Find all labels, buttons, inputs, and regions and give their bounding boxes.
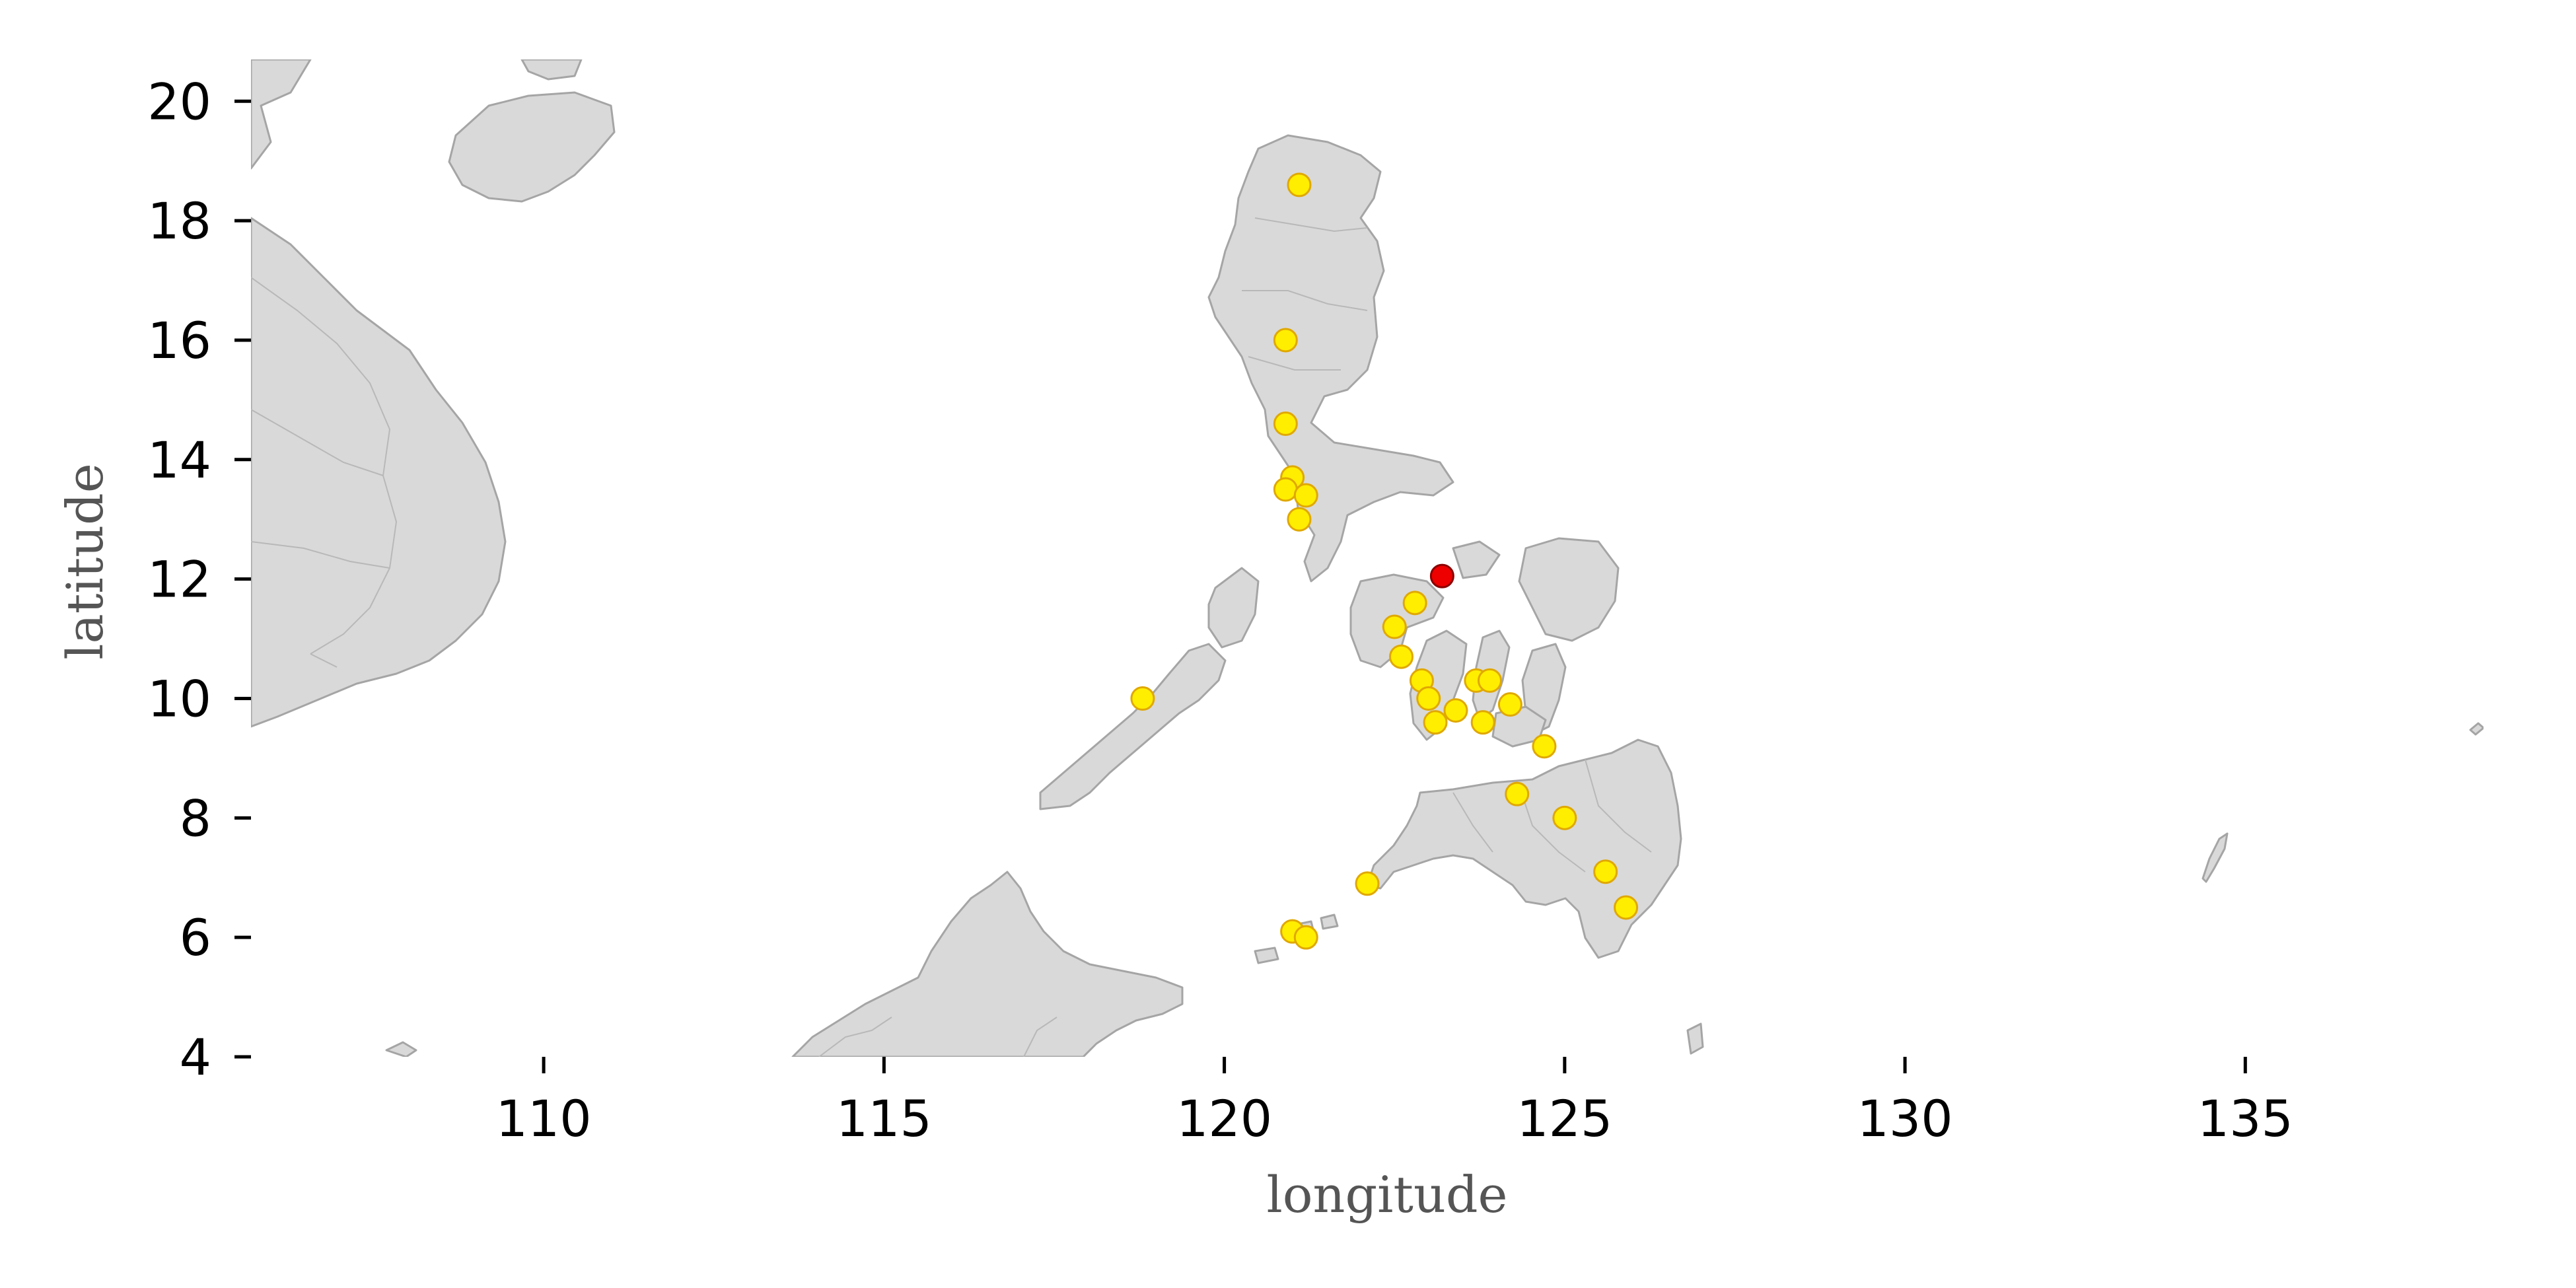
y-tick-label: 8 — [180, 789, 211, 847]
data-point — [1293, 925, 1318, 950]
data-point — [1505, 781, 1530, 806]
x-axis-label: longitude — [1266, 1165, 1507, 1224]
data-point — [1273, 411, 1298, 437]
data-point — [1130, 686, 1155, 711]
data-point — [1614, 895, 1639, 920]
landmass-mindanao — [1366, 738, 1682, 959]
data-point — [1389, 644, 1414, 669]
x-tick-label: 135 — [2198, 1089, 2293, 1148]
landmass-mainland-china-coast — [520, 59, 583, 81]
landmass-luzon — [1207, 134, 1454, 583]
landmass-mindoro — [1207, 567, 1260, 649]
y-axis: 4 6 8 10 12 14 16 18 20 — [147, 72, 251, 1087]
x-tick-label: 130 — [1857, 1089, 1953, 1148]
data-point — [1470, 710, 1495, 735]
highlighted-data-point — [1429, 563, 1454, 589]
y-axis-label: latitude — [55, 463, 114, 660]
points-layer — [1130, 172, 1639, 950]
data-point — [1273, 328, 1298, 353]
x-tick-label: 125 — [1517, 1089, 1612, 1148]
data-point — [1552, 805, 1577, 830]
y-tick-label: 20 — [147, 72, 211, 131]
data-point — [1287, 172, 1312, 197]
data-point — [1416, 686, 1441, 711]
landmass-borneo — [791, 871, 1184, 1057]
landmass-hainan — [448, 91, 616, 203]
x-axis: 110 115 120 125 130 135 — [496, 1057, 2293, 1148]
data-point — [1443, 698, 1468, 723]
landmass-east-islands — [385, 722, 2484, 1057]
data-point — [1423, 710, 1448, 735]
data-point — [1273, 477, 1298, 502]
landmass-samar — [1518, 537, 1620, 642]
data-point — [1532, 734, 1557, 759]
x-tick-label: 110 — [496, 1089, 592, 1148]
border-borneo — [818, 1017, 1057, 1057]
data-point — [1402, 590, 1427, 616]
y-tick-label: 6 — [180, 908, 211, 967]
y-tick-label: 4 — [180, 1028, 211, 1087]
x-tick-label: 120 — [1176, 1089, 1272, 1148]
data-point — [1477, 668, 1502, 693]
y-tick-label: 14 — [147, 431, 211, 489]
map-area — [251, 59, 2484, 1057]
landmass-palawan — [1039, 643, 1227, 810]
y-tick-label: 12 — [147, 550, 211, 609]
border-luzon — [1242, 217, 1368, 371]
border-indochina — [251, 277, 398, 668]
data-point — [1593, 859, 1618, 884]
landmass-masbate — [1452, 540, 1501, 579]
y-tick-label: 18 — [147, 192, 211, 250]
data-point — [1355, 871, 1380, 896]
data-point — [1287, 507, 1312, 532]
data-point — [1497, 692, 1522, 717]
landmass-indochina — [251, 59, 507, 728]
x-tick-label: 115 — [836, 1089, 932, 1148]
y-tick-label: 16 — [147, 311, 211, 370]
y-tick-label: 10 — [147, 669, 211, 728]
border-mindanao — [1452, 759, 1652, 873]
data-point — [1293, 483, 1318, 508]
data-point — [1382, 614, 1407, 639]
